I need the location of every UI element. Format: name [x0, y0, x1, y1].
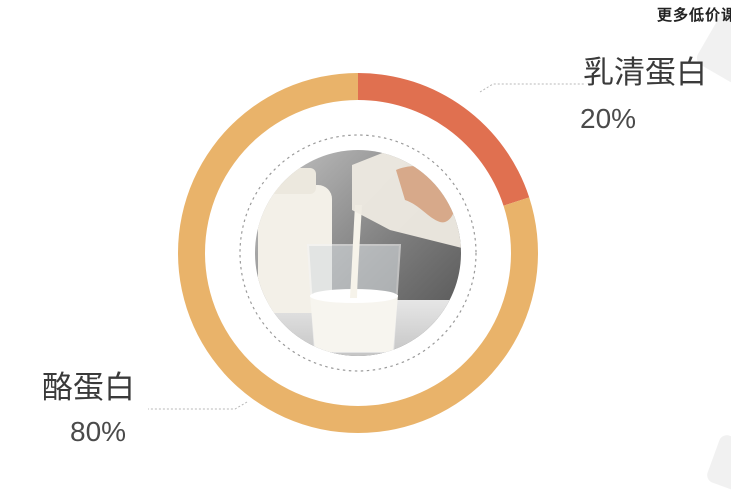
chart-stage: 更多低价课: [42, 6, 731, 497]
milk-pour-photo: [255, 150, 461, 356]
leader-lines: [148, 83, 585, 410]
watermark-text: 更多低价课: [656, 6, 731, 24]
slice-value-whey: 20%: [580, 103, 637, 134]
donut-chart: [178, 73, 539, 433]
slice-value-casein: 80%: [70, 416, 127, 447]
inner-dotted-ring: [239, 134, 477, 372]
leader-line-whey: [479, 83, 585, 93]
slice-label-casein: 酪蛋白: [42, 370, 135, 406]
donut-slice-whey: [358, 73, 530, 206]
leader-line-casein: [148, 401, 248, 410]
donut-slices: [178, 73, 539, 433]
slice-label-whey: 乳清蛋白: [583, 55, 707, 91]
